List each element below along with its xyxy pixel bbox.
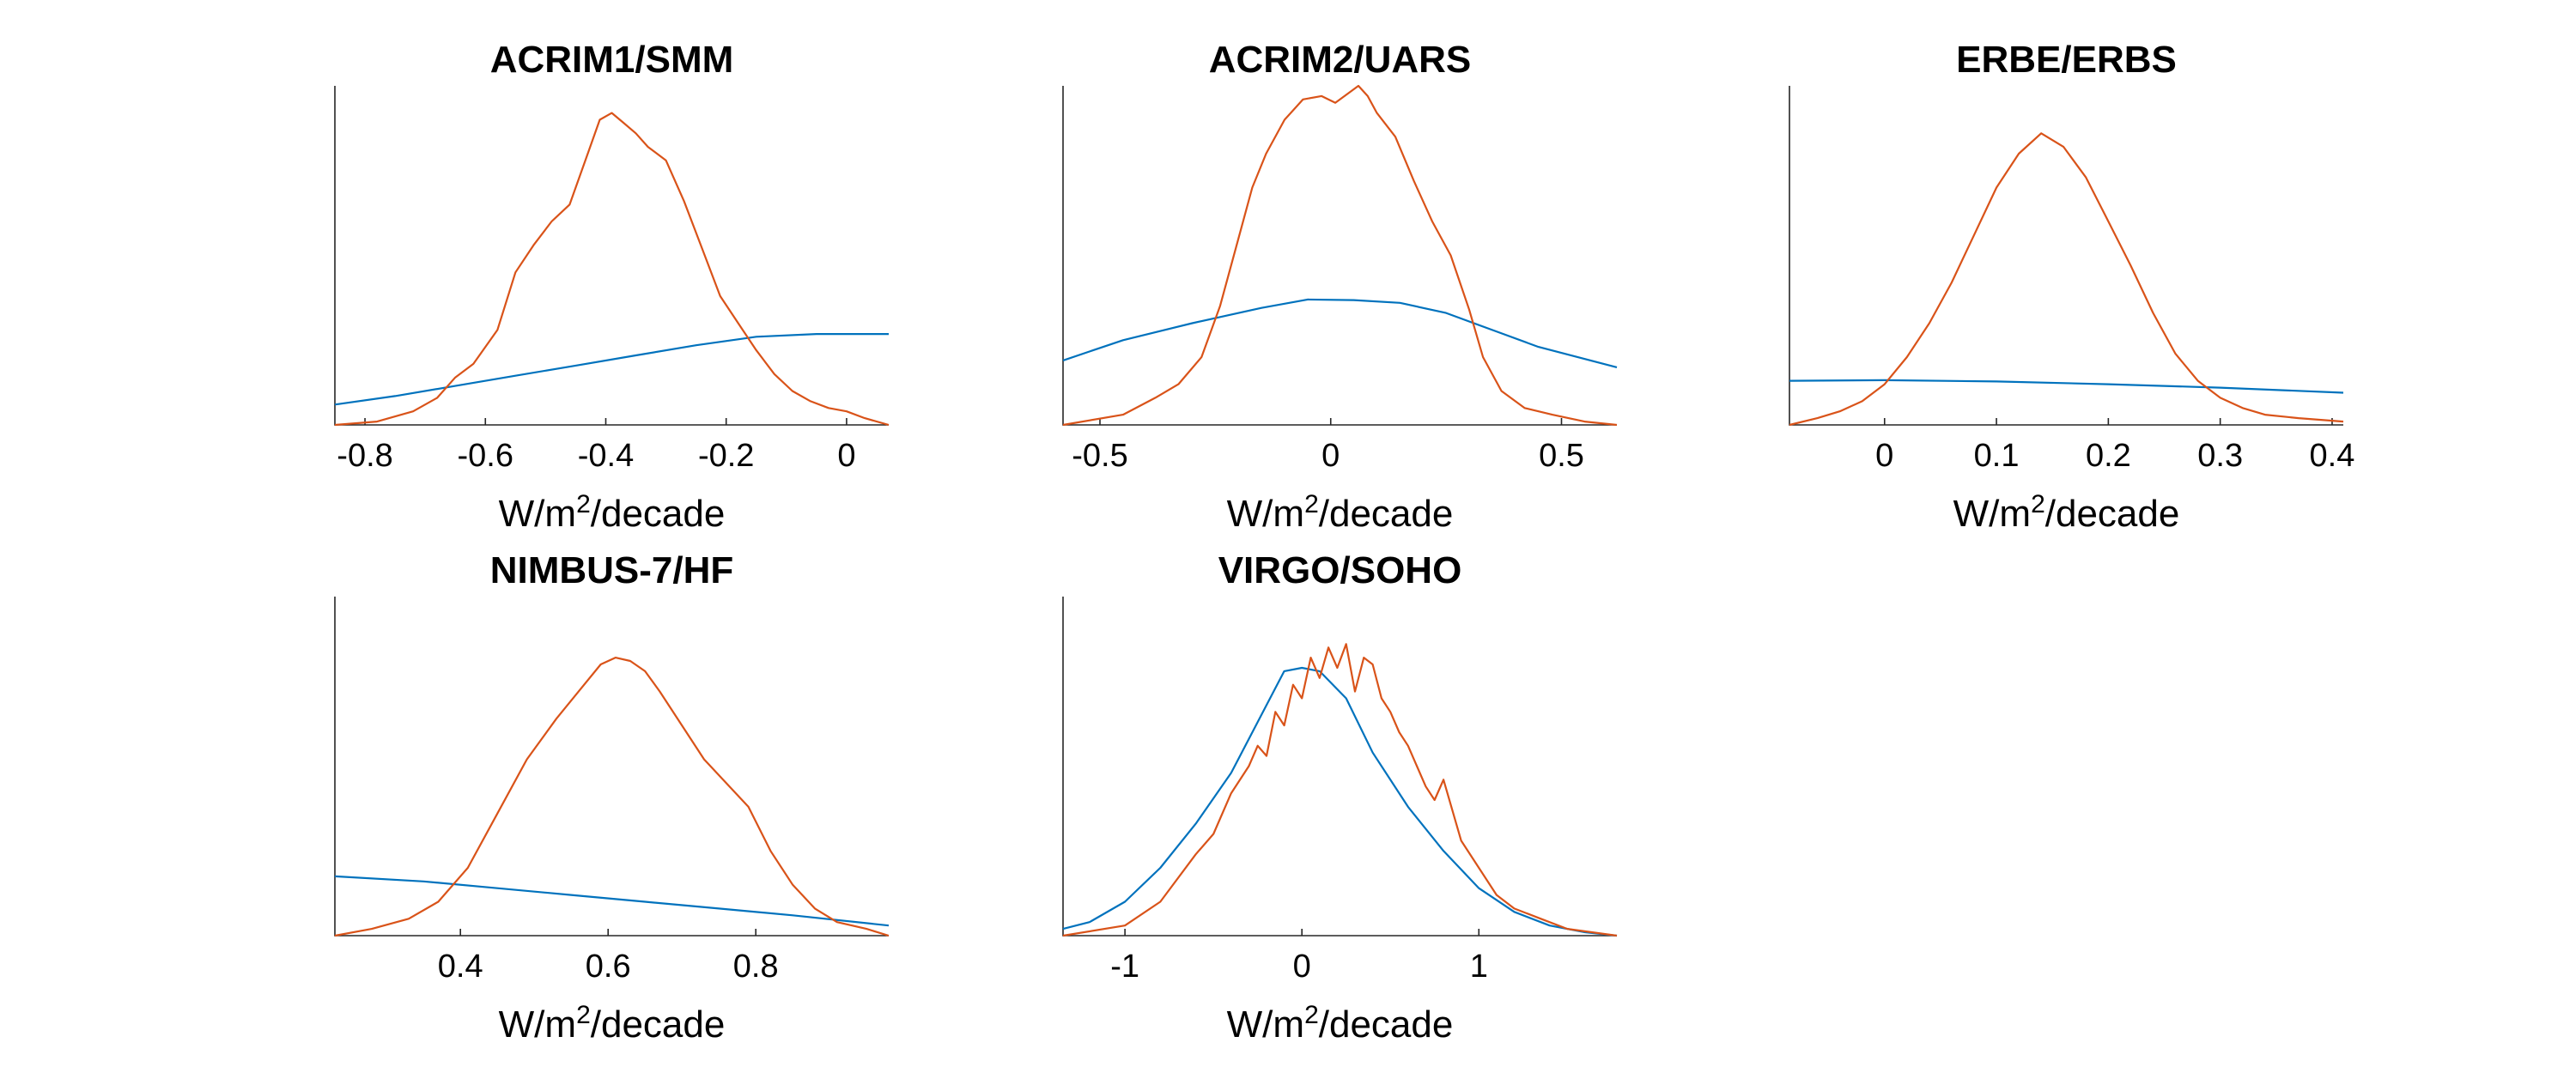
panel-0: ACRIM1/SMM -0.8 -0.6 -0.4 -0.2 0 W/m2/decade [334,39,890,535]
panel-3: NIMBUS-7/HF0.4 0.6 0.8W/m2/decade [334,549,890,1046]
x-axis-label-base: W/m [499,1003,576,1046]
x-axis-label-tail: /decade [591,493,726,535]
x-axis-label-sup: 2 [1304,490,1319,518]
x-axis-label-sup: 2 [2031,490,2045,518]
x-axis-label: W/m2/decade [499,490,726,535]
posterior-density-line [334,657,890,937]
prior-density-line [334,333,889,406]
x-tick-label: -0.5 [1072,438,1127,474]
x-axis-label-base: W/m [499,493,576,535]
x-axis-label-base: W/m [1953,493,2031,535]
axes-lines [334,597,889,937]
x-axis-label-sup: 2 [1304,1001,1319,1029]
x-axis-label-tail: /decade [591,1003,726,1046]
x-tick-label: 0.2 [2086,438,2131,474]
panel-title: NIMBUS-7/HF [490,549,734,591]
x-tick-label: 0.8 [733,949,779,985]
x-axis-label: W/m2/decade [1953,490,2180,535]
panel-title: ACRIM2/UARS [1209,39,1472,81]
x-axis-label-tail: /decade [1319,493,1454,535]
x-tick-label: 0.4 [438,949,483,985]
x-tick-label: 0 [1293,949,1311,985]
x-tick-label: -0.4 [578,438,634,474]
x-tick-label: 0.1 [1974,438,2020,474]
posterior-density-line [334,112,890,427]
x-tick-label: 1 [1470,949,1488,985]
x-axis-label: W/m2/decade [1227,1001,1454,1046]
x-axis-label-base: W/m [1227,1003,1304,1046]
x-axis-label-base: W/m [1227,493,1304,535]
axes-lines [1062,597,1617,937]
axes-lines [1062,86,1617,426]
x-tick-label: -0.8 [337,438,392,474]
panel-title: ACRIM1/SMM [490,39,734,81]
x-axis-label-sup: 2 [576,490,591,518]
panel-4: VIRGO/SOHO -1 0 1 W/m2/decade [1062,549,1618,1046]
x-axis-label-tail: /decade [2045,493,2180,535]
x-axis-label: W/m2/decade [499,1001,726,1046]
panel-title: VIRGO/SOHO [1218,549,1462,591]
panel-1: ACRIM2/UARS -0.5 0 0.5 W/m2/decade [1062,39,1618,535]
prior-density-line [334,875,890,927]
x-tick-label: 0.6 [586,949,631,985]
prior-density-line [1789,379,2344,394]
prior-density-line [1062,666,1618,937]
x-axis-label: W/m2/decade [1227,490,1454,535]
x-tick-label: -0.2 [698,438,754,474]
x-tick-label: -1 [1110,949,1139,985]
x-tick-label: 0.4 [2310,438,2355,474]
panel-2: ERBE/ERBS 0 0.1 0.2 0.3 0.4 W/m2/decade [1789,39,2354,535]
x-tick-label: 0 [1875,438,1893,474]
posterior-density-line [1062,84,1618,427]
posterior-density-line [1789,132,2344,427]
x-tick-label: 0.5 [1539,438,1584,474]
x-tick-label: 0 [837,438,855,474]
x-axis-label-tail: /decade [1319,1003,1454,1046]
x-tick-label: 0 [1321,438,1340,474]
x-tick-label: -0.6 [458,438,513,474]
prior-density-line [1062,298,1618,368]
axes-lines [334,86,889,426]
x-tick-label: 0.3 [2197,438,2243,474]
x-axis-label-sup: 2 [576,1001,591,1029]
axes-lines [1789,86,2343,426]
posterior-density-line [1062,643,1618,937]
panel-title: ERBE/ERBS [1956,39,2177,81]
